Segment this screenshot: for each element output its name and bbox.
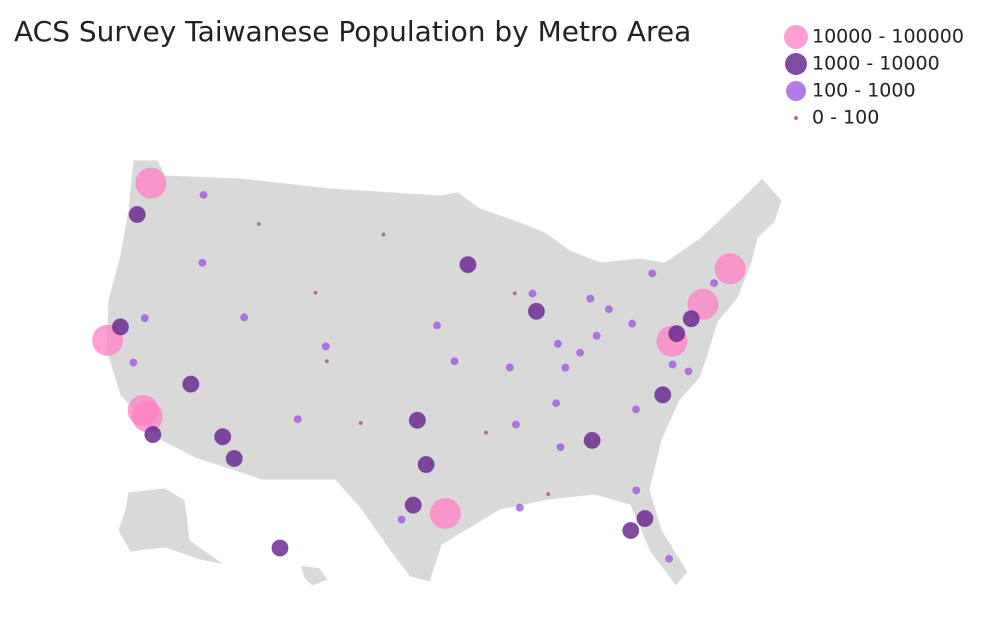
bubble [417, 456, 435, 474]
bubble [225, 449, 243, 467]
bubble [648, 269, 657, 278]
bubble [381, 232, 386, 237]
bubble [429, 497, 461, 529]
legend-marker [786, 81, 806, 101]
bubble [128, 206, 146, 224]
bubble [684, 367, 693, 376]
bubble [668, 325, 686, 343]
bubble [397, 515, 406, 524]
bubble [214, 428, 232, 446]
bubble [665, 554, 674, 563]
bubble [358, 420, 363, 426]
bubble [450, 357, 459, 366]
bubble [515, 503, 524, 512]
bubble [404, 496, 422, 514]
alaska [117, 487, 226, 566]
bubble [198, 258, 207, 267]
bubble [586, 294, 595, 303]
bubble [592, 331, 601, 340]
bubble [408, 411, 426, 429]
bubbles [92, 167, 746, 563]
basemap [105, 159, 783, 587]
bubble [636, 510, 654, 528]
chart-title: ACS Survey Taiwanese Population by Metro… [14, 15, 691, 48]
bubble [561, 363, 570, 372]
bubble [576, 348, 585, 357]
bubble [129, 358, 138, 367]
bubble [512, 291, 517, 296]
bubble [256, 221, 261, 227]
bubble [505, 363, 514, 372]
bubble [433, 321, 441, 330]
bubble [546, 492, 551, 497]
legend-label: 10000 - 100000 [812, 26, 964, 48]
legend-marker [785, 53, 807, 75]
us-outline [105, 159, 783, 587]
bubble [135, 167, 167, 199]
bubble [459, 256, 477, 274]
bubble [483, 430, 489, 435]
legend-marker [794, 116, 798, 120]
bubble [199, 190, 208, 199]
bubble [144, 426, 162, 444]
bubble [182, 375, 200, 393]
legend-label: 0 - 100 [812, 107, 879, 129]
bubble [321, 342, 330, 351]
bubble [556, 443, 565, 452]
bubble [111, 318, 129, 336]
bubble [528, 289, 537, 298]
legend: 10000 - 100000 1000 - 10000 100 - 1000 0 - … [784, 25, 964, 129]
bubble [293, 415, 302, 424]
bubble [131, 401, 163, 433]
bubble [271, 539, 289, 557]
bubble [668, 360, 677, 369]
bubble [140, 314, 149, 323]
bubble [583, 431, 601, 449]
bubble [527, 302, 545, 320]
bubble [604, 305, 613, 314]
legend-marker [784, 25, 808, 49]
bubble [324, 359, 330, 364]
bubble [632, 405, 641, 414]
bubble [710, 279, 719, 288]
bubble [654, 386, 672, 404]
bubble [240, 313, 249, 322]
bubble [622, 521, 640, 539]
bubble [511, 420, 520, 429]
bubble [552, 399, 561, 408]
legend-label: 100 - 1000 [812, 80, 916, 102]
bubble [553, 339, 562, 348]
bubble [313, 290, 318, 295]
bubble [714, 253, 746, 285]
bubble [628, 319, 637, 328]
legend-label: 1000 - 10000 [812, 53, 940, 75]
hawaii [299, 564, 329, 587]
bubble [632, 486, 641, 495]
bubble [682, 310, 700, 328]
